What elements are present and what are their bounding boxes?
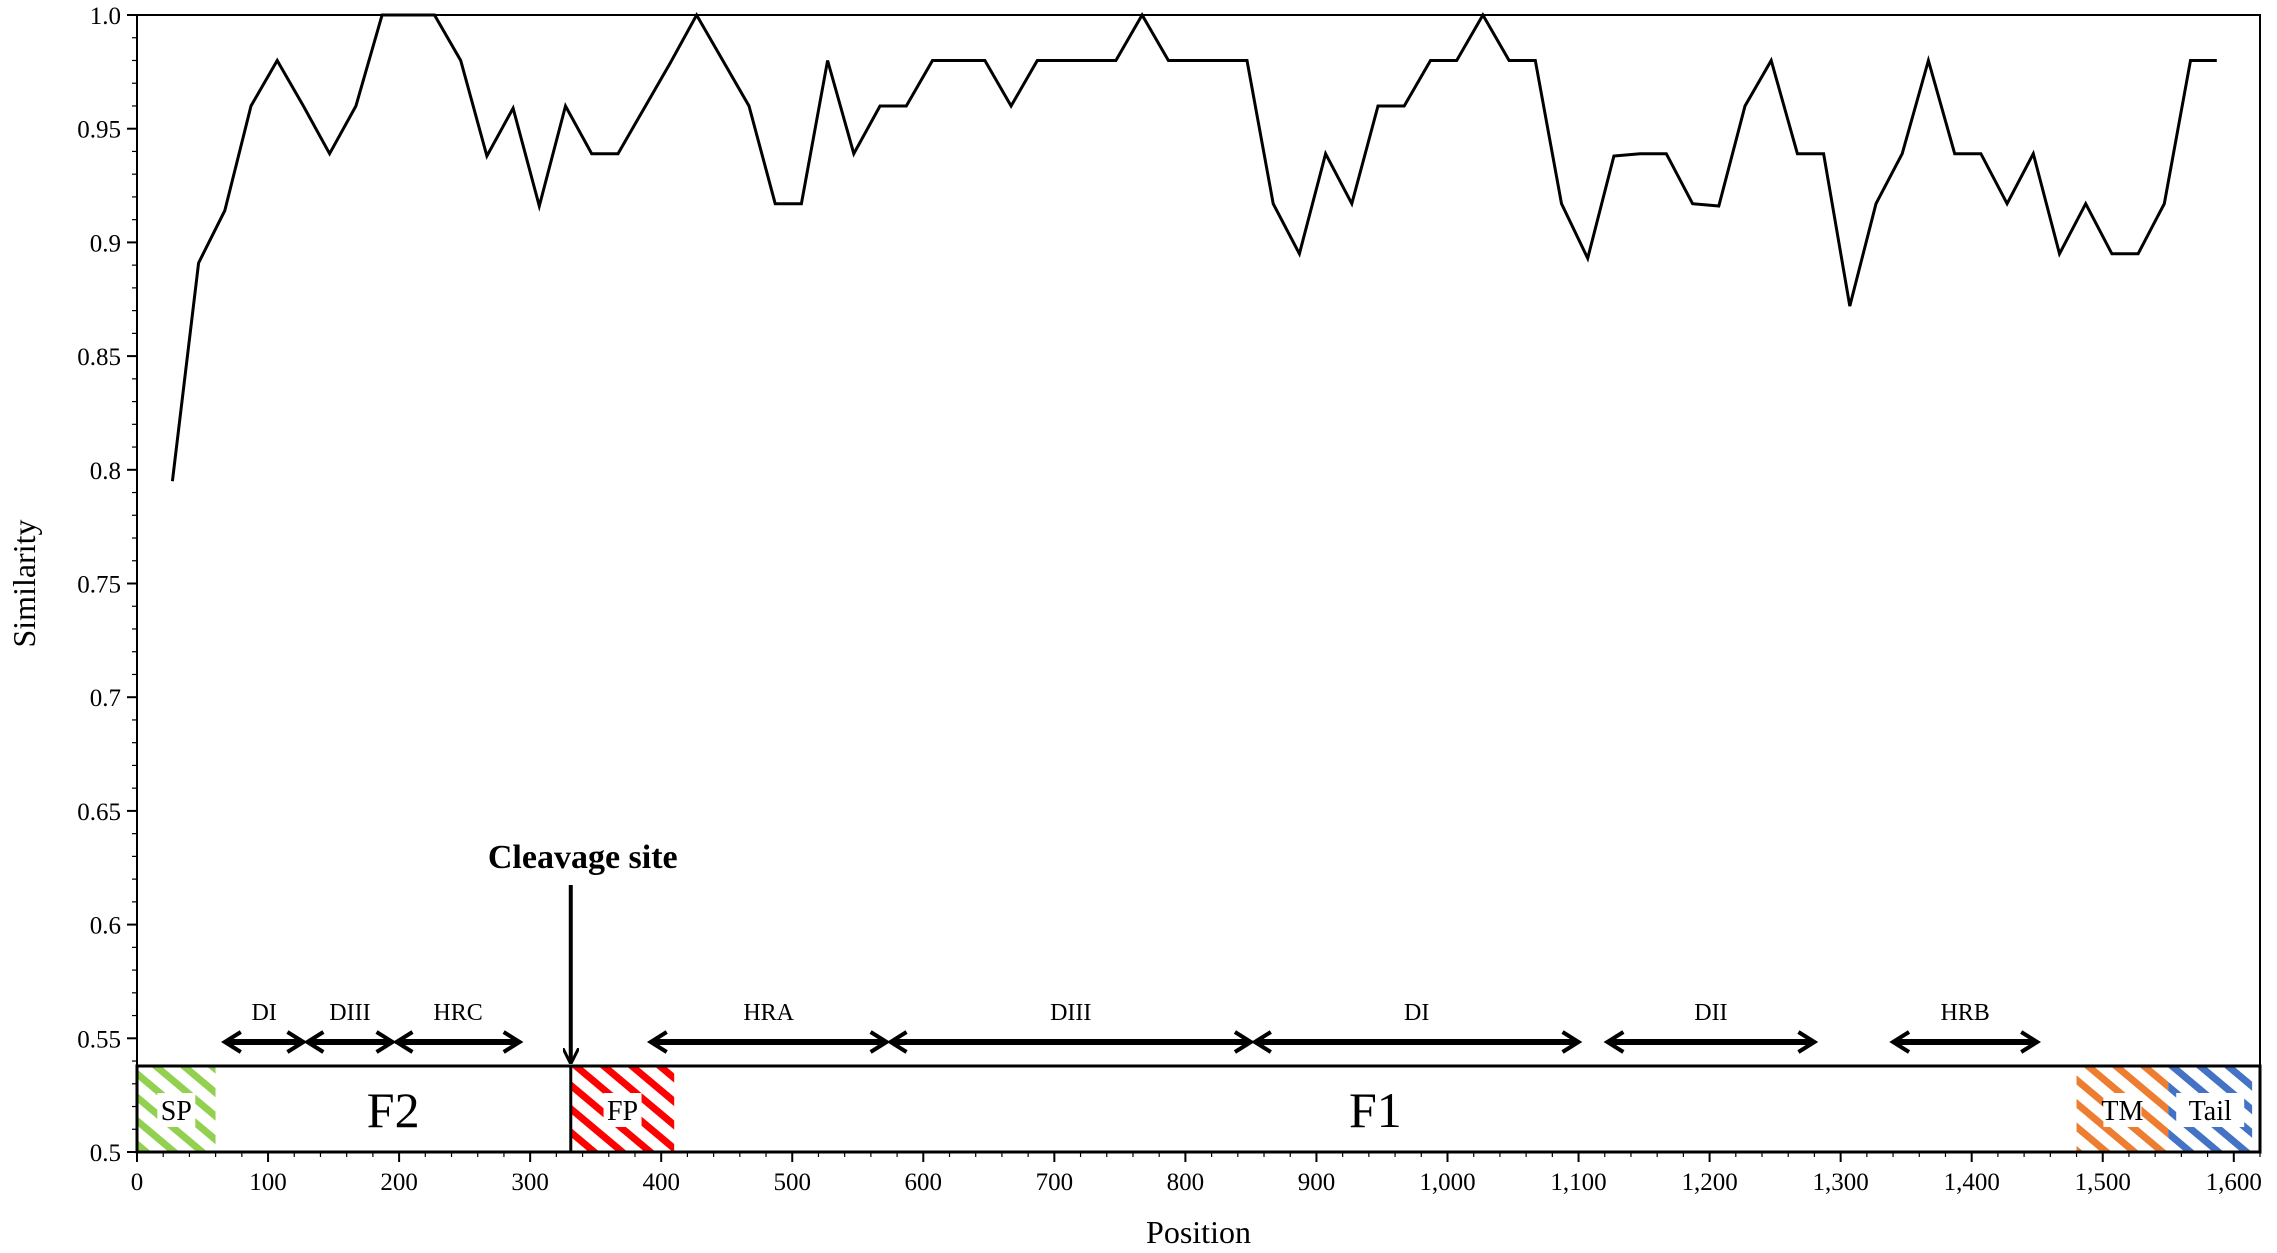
region-f2: [215, 1066, 571, 1152]
x-tick-label: 600: [905, 1169, 943, 1196]
domain-arrow-diii: DIII: [303, 1000, 397, 1054]
domain-arrow-right-head: [1561, 1030, 1583, 1054]
y-tick-label: 0.6: [90, 913, 121, 940]
region-label-fp: FP: [607, 1096, 638, 1127]
domain-label-dii: DII: [1694, 1000, 1727, 1026]
domain-arrow-right-head: [1233, 1030, 1255, 1054]
x-tick-label: 100: [249, 1169, 287, 1196]
y-tick-label: 0.5: [90, 1140, 121, 1167]
region-label-tm: TM: [2101, 1096, 2143, 1127]
domain-arrow-hrc: HRC: [392, 1000, 524, 1054]
series-layer: [170, 11, 2217, 482]
domain-label-hra: HRA: [743, 1000, 794, 1026]
x-tick-label: 200: [380, 1169, 418, 1196]
domain-arrow-left-head: [646, 1030, 668, 1054]
y-axis: 0.5 0.55 0.6 0.65 0.7 0.75 0.8 0.85 0.9 0.95 1.0: [77, 3, 137, 1167]
x-tick-label: 1,500: [2075, 1169, 2131, 1196]
domain-label-di: DI: [1404, 1000, 1429, 1026]
domain-arrow-right-head: [502, 1030, 524, 1054]
y-tick-label: 0.8: [90, 458, 121, 485]
domain-arrow-di: DI: [221, 1000, 308, 1054]
x-tick-label: 1,000: [1419, 1169, 1475, 1196]
domain-arrow-di: DI: [1251, 1000, 1583, 1054]
domain-arrow-diii: DIII: [886, 1000, 1255, 1054]
x-tick-label: 1,400: [1944, 1169, 2000, 1196]
domain-arrow-left-head: [1603, 1030, 1625, 1054]
region-label-tail: Tail: [2189, 1096, 2232, 1127]
x-tick-label: 0: [131, 1169, 144, 1196]
domain-arrow-right-head: [2020, 1030, 2041, 1054]
region-label-sp: SP: [161, 1096, 192, 1127]
x-axis: 0 100 200 300 400 500 600 700 800 900 1,000 1,100 1,…: [131, 1152, 2262, 1196]
y-tick-label: 1.0: [90, 3, 121, 30]
region-label-f1: F1: [1349, 1082, 1402, 1138]
region-f1: [674, 1066, 2077, 1152]
similarity-line: [170, 11, 2217, 482]
x-tick-label: 1,200: [1681, 1169, 1737, 1196]
y-tick-label: 0.95: [77, 117, 121, 144]
x-tick-label: 1,100: [1550, 1169, 1606, 1196]
domain-label-diii: DIII: [1050, 1000, 1091, 1026]
cleavage-site-label: Cleavage site: [488, 839, 678, 876]
y-tick-label: 0.7: [90, 685, 121, 712]
domain-arrows: DI DIII HRC HRA DIII DI DII HRB: [221, 1000, 2041, 1054]
x-tick-label: 400: [642, 1169, 680, 1196]
x-tick-label: 900: [1298, 1169, 1336, 1196]
region-label-f2: F2: [367, 1082, 420, 1138]
plot-frame: [136, 14, 2261, 1153]
y-tick-label: 0.85: [77, 344, 121, 371]
y-tick-label: 0.65: [77, 799, 121, 826]
x-tick-label: 1,600: [2206, 1169, 2262, 1196]
domain-label-di: DI: [251, 1000, 276, 1026]
domain-label-hrb: HRB: [1940, 1000, 1989, 1026]
x-tick-label: 1,300: [1813, 1169, 1869, 1196]
domain-arrow-left-head: [886, 1030, 908, 1054]
domain-arrow-right-head: [869, 1030, 891, 1054]
domain-arrow-right-head: [286, 1030, 308, 1054]
domain-arrow-hra: HRA: [646, 1000, 891, 1054]
domain-arrow-left-head: [303, 1030, 325, 1054]
y-tick-label: 0.75: [77, 572, 121, 599]
domain-arrow-left-head: [392, 1030, 414, 1054]
domain-arrow-dii: DII: [1603, 1000, 1819, 1054]
y-axis-title: Similarity: [6, 520, 42, 648]
x-tick-label: 300: [511, 1169, 549, 1196]
region-bar: SP F2 FP F1 TM Tail: [135, 1064, 2262, 1154]
domain-arrow-left-head: [221, 1030, 242, 1054]
domain-arrow-right-head: [375, 1030, 397, 1054]
y-tick-label: 0.55: [77, 1026, 121, 1053]
domain-label-diii: DIII: [329, 1000, 370, 1026]
domain-arrow-hrb: HRB: [1889, 1000, 2041, 1054]
domain-arrow-left-head: [1889, 1030, 1911, 1054]
domain-arrow-right-head: [1797, 1030, 1819, 1054]
domain-arrow-left-head: [1251, 1030, 1272, 1054]
cleavage-site-annotation: Cleavage site: [488, 839, 678, 1062]
x-tick-label: 700: [1036, 1169, 1074, 1196]
x-tick-label: 800: [1167, 1169, 1205, 1196]
domain-label-hrc: HRC: [433, 1000, 482, 1026]
x-tick-label: 500: [773, 1169, 811, 1196]
x-axis-title: Position: [1146, 1214, 1251, 1250]
y-tick-label: 0.9: [90, 230, 121, 257]
